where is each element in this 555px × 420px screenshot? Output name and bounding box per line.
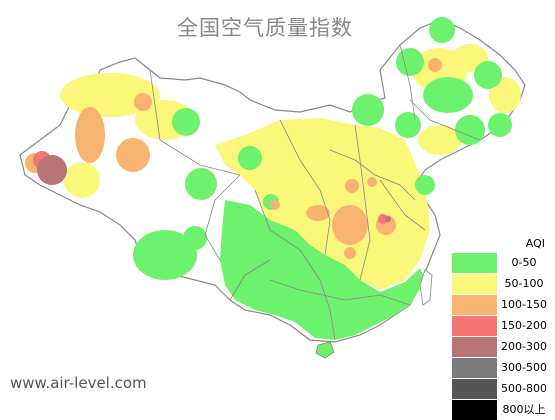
legend-item: 150-200 — [452, 315, 551, 336]
legend-swatch — [452, 400, 497, 420]
legend-label: 150-200 — [501, 319, 547, 332]
legend-swatch — [452, 295, 497, 315]
legend-label: 200-300 — [501, 340, 547, 353]
legend-label: 0-50 — [511, 256, 537, 269]
legend-label: 500-800 — [501, 382, 547, 395]
map-title: 全国空气质量指数 — [177, 16, 353, 40]
province-borders — [149, 44, 481, 341]
aqi-orange-regions — [25, 58, 442, 259]
legend-item: 800以上 — [452, 399, 551, 420]
legend-item: 200-300 — [452, 336, 551, 357]
legend-label: 50-100 — [504, 277, 544, 290]
legend-item: 0-50 — [452, 252, 551, 273]
legend-swatch — [452, 379, 497, 399]
legend-label: 100-150 — [501, 298, 547, 311]
legend-title: AQI — [525, 237, 545, 250]
hainan-outline — [315, 341, 335, 359]
legend-swatch — [452, 253, 497, 273]
legend-label: 300-500 — [501, 361, 547, 374]
taiwan-outline — [419, 269, 433, 306]
aqi-legend: AQI 0-50 50-100 100-150 150-200 200-300 300-5… — [452, 236, 551, 420]
aqi-good-regions — [133, 17, 512, 357]
legend-swatch — [452, 316, 497, 336]
legend-item: 300-500 — [452, 357, 551, 378]
china-aqi-map — [19, 17, 526, 359]
legend-swatch — [452, 337, 497, 357]
legend-item: 50-100 — [452, 273, 551, 294]
watermark: www.air-level.com — [10, 374, 147, 392]
legend-item: 500-800 — [452, 378, 551, 399]
legend-swatch — [452, 274, 497, 294]
legend-swatch — [452, 358, 497, 378]
legend-item: 100-150 — [452, 294, 551, 315]
aqi-darkred-regions — [37, 155, 391, 222]
legend-label: 800以上 — [502, 403, 546, 416]
